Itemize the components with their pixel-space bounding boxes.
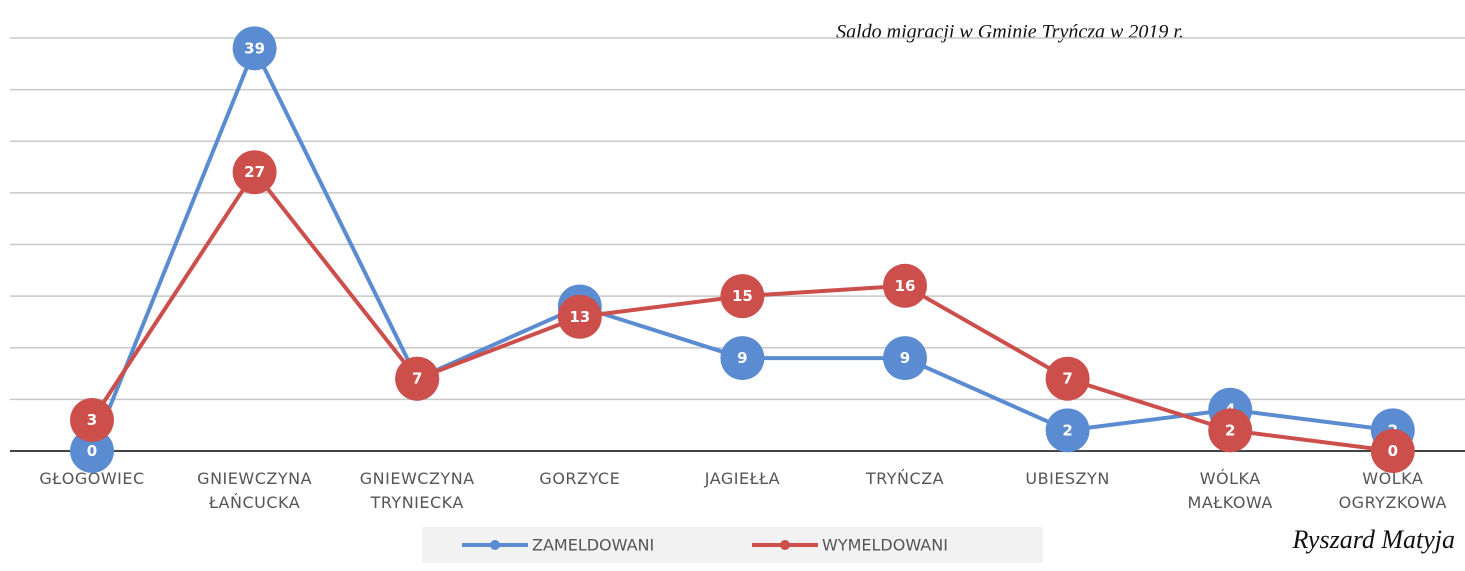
x-tick-label: GORZYCE bbox=[539, 469, 620, 488]
point bbox=[1370, 429, 1415, 473]
data-label: 9 bbox=[900, 349, 910, 367]
point bbox=[70, 398, 114, 443]
x-tick-label: JAGIEŁŁA bbox=[704, 469, 780, 488]
x-tick-label: WÓLKA OGRYZKOWA bbox=[1339, 469, 1447, 512]
data-label: 16 bbox=[895, 277, 916, 295]
chart-title: Saldo migracji w Gminie Tryńcza w 2019 r… bbox=[836, 21, 1184, 43]
point bbox=[395, 356, 440, 401]
x-tick-label: WÓLKA MAŁKOWA bbox=[1188, 469, 1273, 512]
data-label: 7 bbox=[412, 370, 422, 388]
x-tick-label: GNIEWCZYNA TRYNIECKA bbox=[360, 469, 475, 512]
data-label: 7 bbox=[1062, 370, 1072, 388]
point bbox=[720, 274, 765, 319]
point bbox=[70, 429, 114, 473]
x-tick-label: UBIESZYN bbox=[1025, 469, 1109, 488]
legend-label: ZAMELDOWANI bbox=[532, 536, 654, 555]
point bbox=[720, 336, 765, 381]
point bbox=[232, 26, 277, 71]
x-tick-label: GŁOGOWIEC bbox=[39, 469, 144, 488]
point bbox=[232, 150, 277, 195]
author: Ryszard Matyja bbox=[1292, 525, 1456, 554]
data-label: 0 bbox=[87, 442, 97, 460]
point bbox=[1208, 408, 1253, 453]
data-label: 2 bbox=[1062, 421, 1072, 439]
data-label: 9 bbox=[737, 349, 747, 367]
point bbox=[883, 263, 927, 308]
data-label: 13 bbox=[569, 308, 590, 326]
data-label: 15 bbox=[732, 287, 753, 305]
data-label: 3 bbox=[87, 411, 97, 429]
data-label: 0 bbox=[1388, 442, 1398, 460]
legend-marker bbox=[490, 540, 500, 550]
point bbox=[1045, 408, 1090, 453]
legend-label: WYMELDOWANI bbox=[822, 536, 948, 555]
x-tick-label: TRYŃCZA bbox=[865, 469, 944, 488]
data-label: 39 bbox=[244, 39, 265, 57]
point bbox=[557, 294, 602, 339]
data-label: 2 bbox=[1225, 421, 1235, 439]
point bbox=[1045, 356, 1090, 401]
point bbox=[883, 336, 927, 381]
legend-marker bbox=[780, 540, 790, 550]
x-tick-label: GNIEWCZYNA ŁAŃCUCKA bbox=[197, 469, 312, 512]
data-label: 27 bbox=[244, 163, 265, 181]
